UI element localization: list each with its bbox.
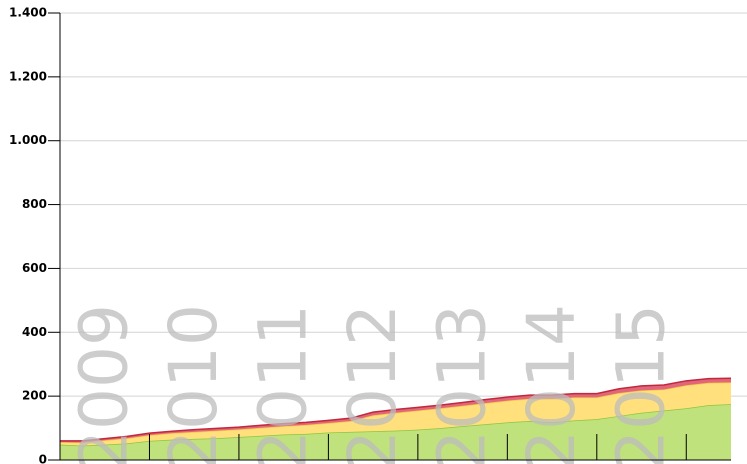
year-label: 2010 — [155, 304, 232, 464]
y-tick-label: 800 — [22, 197, 47, 211]
year-label: 2013 — [424, 304, 501, 464]
area-line — [60, 377, 732, 442]
year-label: 2014 — [513, 304, 590, 464]
y-tick-label: 600 — [22, 261, 47, 275]
year-label: 2015 — [603, 304, 680, 464]
area-line — [59, 403, 732, 447]
area — [60, 378, 731, 443]
year-label: 2009 — [66, 304, 143, 464]
y-tick-label: 1.400 — [9, 6, 47, 20]
y-tick-label: 200 — [22, 389, 47, 403]
year-label: 2011 — [245, 304, 322, 464]
year-label: 2012 — [334, 304, 411, 464]
y-tick-label: 0 — [39, 453, 47, 464]
y-tick-label: 1.000 — [9, 133, 47, 147]
y-tick-label: 1.200 — [9, 69, 47, 83]
area — [60, 404, 731, 460]
y-tick-label: 400 — [22, 325, 47, 339]
